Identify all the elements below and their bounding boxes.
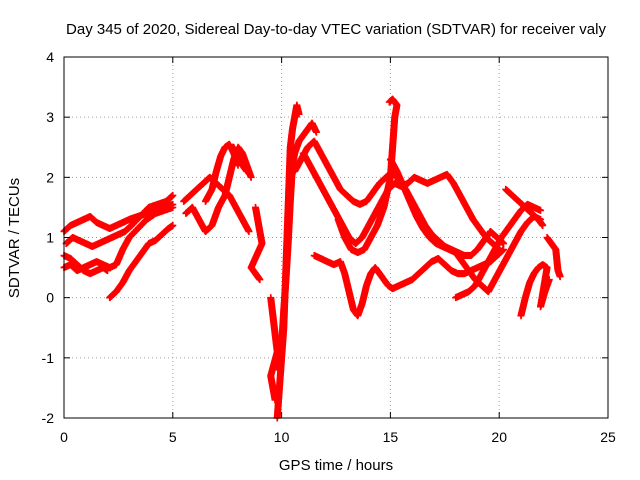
series-sat-f <box>180 173 253 235</box>
data-point <box>169 191 177 199</box>
x-tick-label: 15 <box>383 429 399 445</box>
x-tick-label: 5 <box>169 429 177 445</box>
data-point <box>245 227 253 235</box>
data-point <box>104 267 112 275</box>
y-tick-label: -1 <box>42 350 55 366</box>
x-tick-label: 20 <box>491 429 507 445</box>
data-point <box>169 200 177 208</box>
series-sat-e <box>106 221 177 302</box>
y-axis-label: SDTVAR / TECUs <box>6 178 23 298</box>
y-tick-label: -2 <box>42 410 55 426</box>
y-tick-label: 3 <box>46 109 54 125</box>
x-tick-label: 10 <box>274 429 290 445</box>
series-sat-i <box>247 203 266 284</box>
data-points <box>60 95 564 422</box>
y-tick-labels: -2 -1 0 1 2 3 4 <box>42 49 55 426</box>
series-sat-g <box>182 143 255 235</box>
x-tick-labels: 0 5 10 15 20 25 <box>60 429 616 445</box>
series-sat-c <box>60 252 112 278</box>
chart-title: Day 345 of 2020, Sidereal Day-to-day VTE… <box>66 21 606 38</box>
y-tick-label: 1 <box>46 230 54 246</box>
data-point <box>169 221 177 229</box>
series-sat-m <box>291 137 508 260</box>
series-sat-t <box>517 261 553 320</box>
series-sat-d <box>62 191 177 251</box>
y-tick-label: 4 <box>46 49 54 65</box>
grid <box>64 57 608 418</box>
x-axis-label: GPS time / hours <box>279 457 393 474</box>
data-point <box>256 276 264 284</box>
y-tick-label: 0 <box>46 290 54 306</box>
x-tick-label: 0 <box>60 429 68 445</box>
data-point <box>312 128 320 136</box>
data-point <box>295 110 303 118</box>
data-point <box>247 173 255 181</box>
series-sat-b <box>60 200 177 235</box>
x-tick-label: 25 <box>600 429 616 445</box>
series-sat-h <box>201 140 242 205</box>
y-tick-label: 2 <box>46 169 54 185</box>
series-sat-l <box>275 119 320 374</box>
